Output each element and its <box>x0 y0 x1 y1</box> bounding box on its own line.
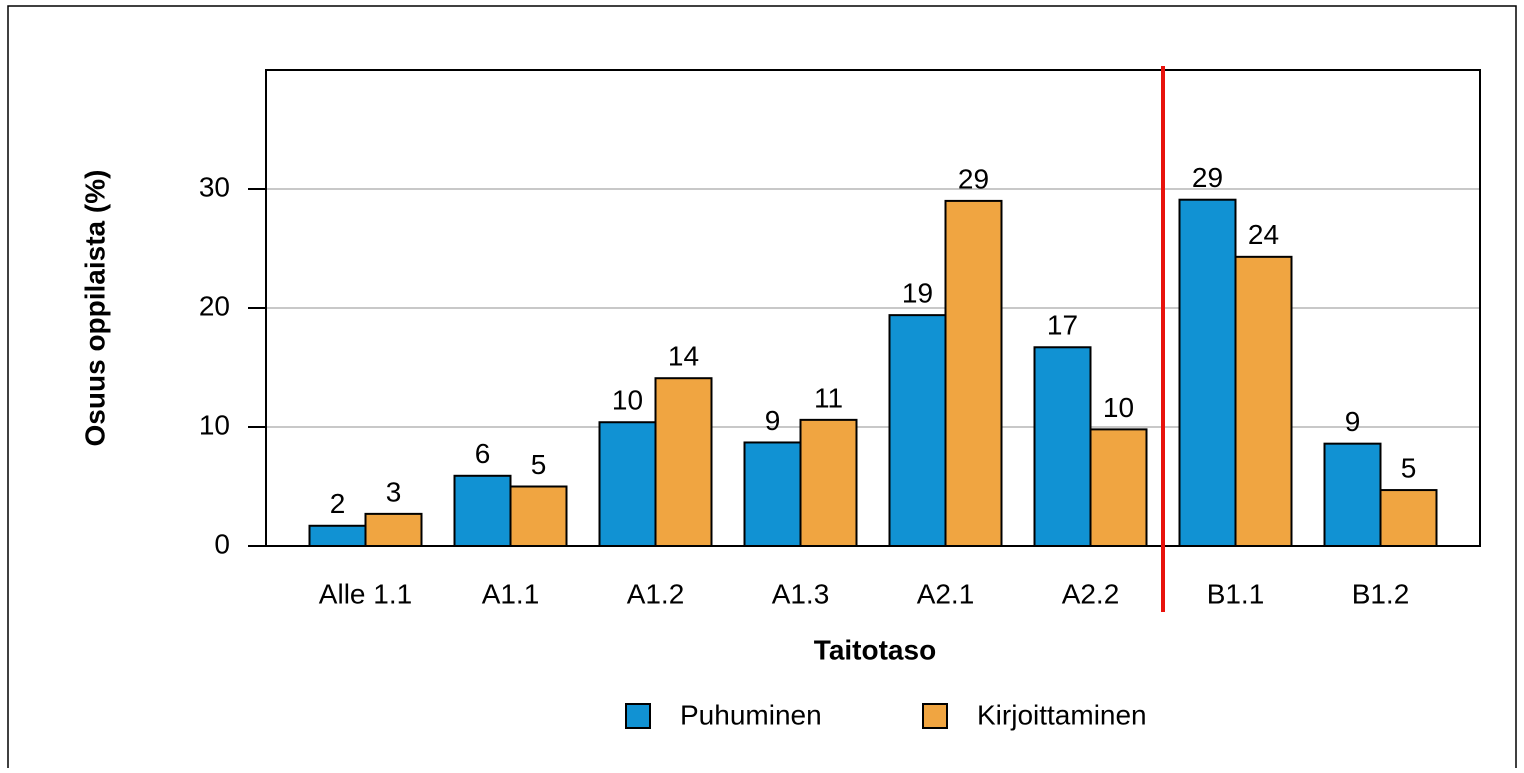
x-tick-label: B1.2 <box>1352 578 1410 609</box>
x-tick-label: Alle 1.1 <box>319 578 412 609</box>
data-label: 10 <box>1103 392 1134 423</box>
x-tick-label: A1.2 <box>627 578 685 609</box>
data-label: 3 <box>386 476 402 507</box>
data-label: 11 <box>814 382 843 413</box>
data-label: 29 <box>1192 162 1223 193</box>
x-tick-label: A1.1 <box>482 578 540 609</box>
x-axis-title: Taitotaso <box>814 634 936 665</box>
bar <box>743 441 802 547</box>
legend-swatch <box>625 703 651 729</box>
legend-label: Kirjoittaminen <box>977 699 1147 730</box>
x-tick-label: A2.1 <box>917 578 975 609</box>
legend-label: Puhuminen <box>680 699 822 730</box>
data-label: 5 <box>531 449 547 480</box>
bar <box>654 377 713 547</box>
bar <box>1234 255 1293 547</box>
y-axis-title: Osuus oppilaista (%) <box>79 170 110 447</box>
y-tick-label: 30 <box>199 171 230 202</box>
x-tick-label: B1.1 <box>1207 578 1265 609</box>
bar <box>308 524 367 548</box>
y-tick-label: 0 <box>214 528 230 559</box>
bar <box>888 314 947 548</box>
data-label: 9 <box>1345 406 1361 437</box>
bar <box>944 199 1003 547</box>
data-label: 24 <box>1248 219 1279 250</box>
plot-border <box>265 69 1481 547</box>
data-label: 6 <box>475 438 491 469</box>
bar <box>1033 346 1092 547</box>
bar <box>1089 428 1148 548</box>
bar <box>1379 489 1438 548</box>
bar <box>453 474 512 548</box>
bar <box>1178 198 1237 548</box>
data-label: 29 <box>958 163 989 194</box>
data-label: 5 <box>1401 452 1417 483</box>
bar <box>1323 442 1382 547</box>
data-label: 17 <box>1047 310 1078 341</box>
bar <box>799 418 858 547</box>
frame <box>7 5 1517 773</box>
legend-swatch <box>922 703 948 729</box>
bar <box>598 421 657 547</box>
y-tick-label: 10 <box>199 409 230 440</box>
data-label: 10 <box>612 385 643 416</box>
data-label: 2 <box>330 488 346 519</box>
y-tick-label: 20 <box>199 290 230 321</box>
data-label: 19 <box>902 278 933 309</box>
x-tick-label: A1.3 <box>772 578 830 609</box>
data-label: 9 <box>765 405 781 436</box>
x-tick-label: A2.2 <box>1062 578 1120 609</box>
bar <box>364 512 423 547</box>
bar <box>509 485 568 547</box>
data-label: 14 <box>668 341 699 372</box>
